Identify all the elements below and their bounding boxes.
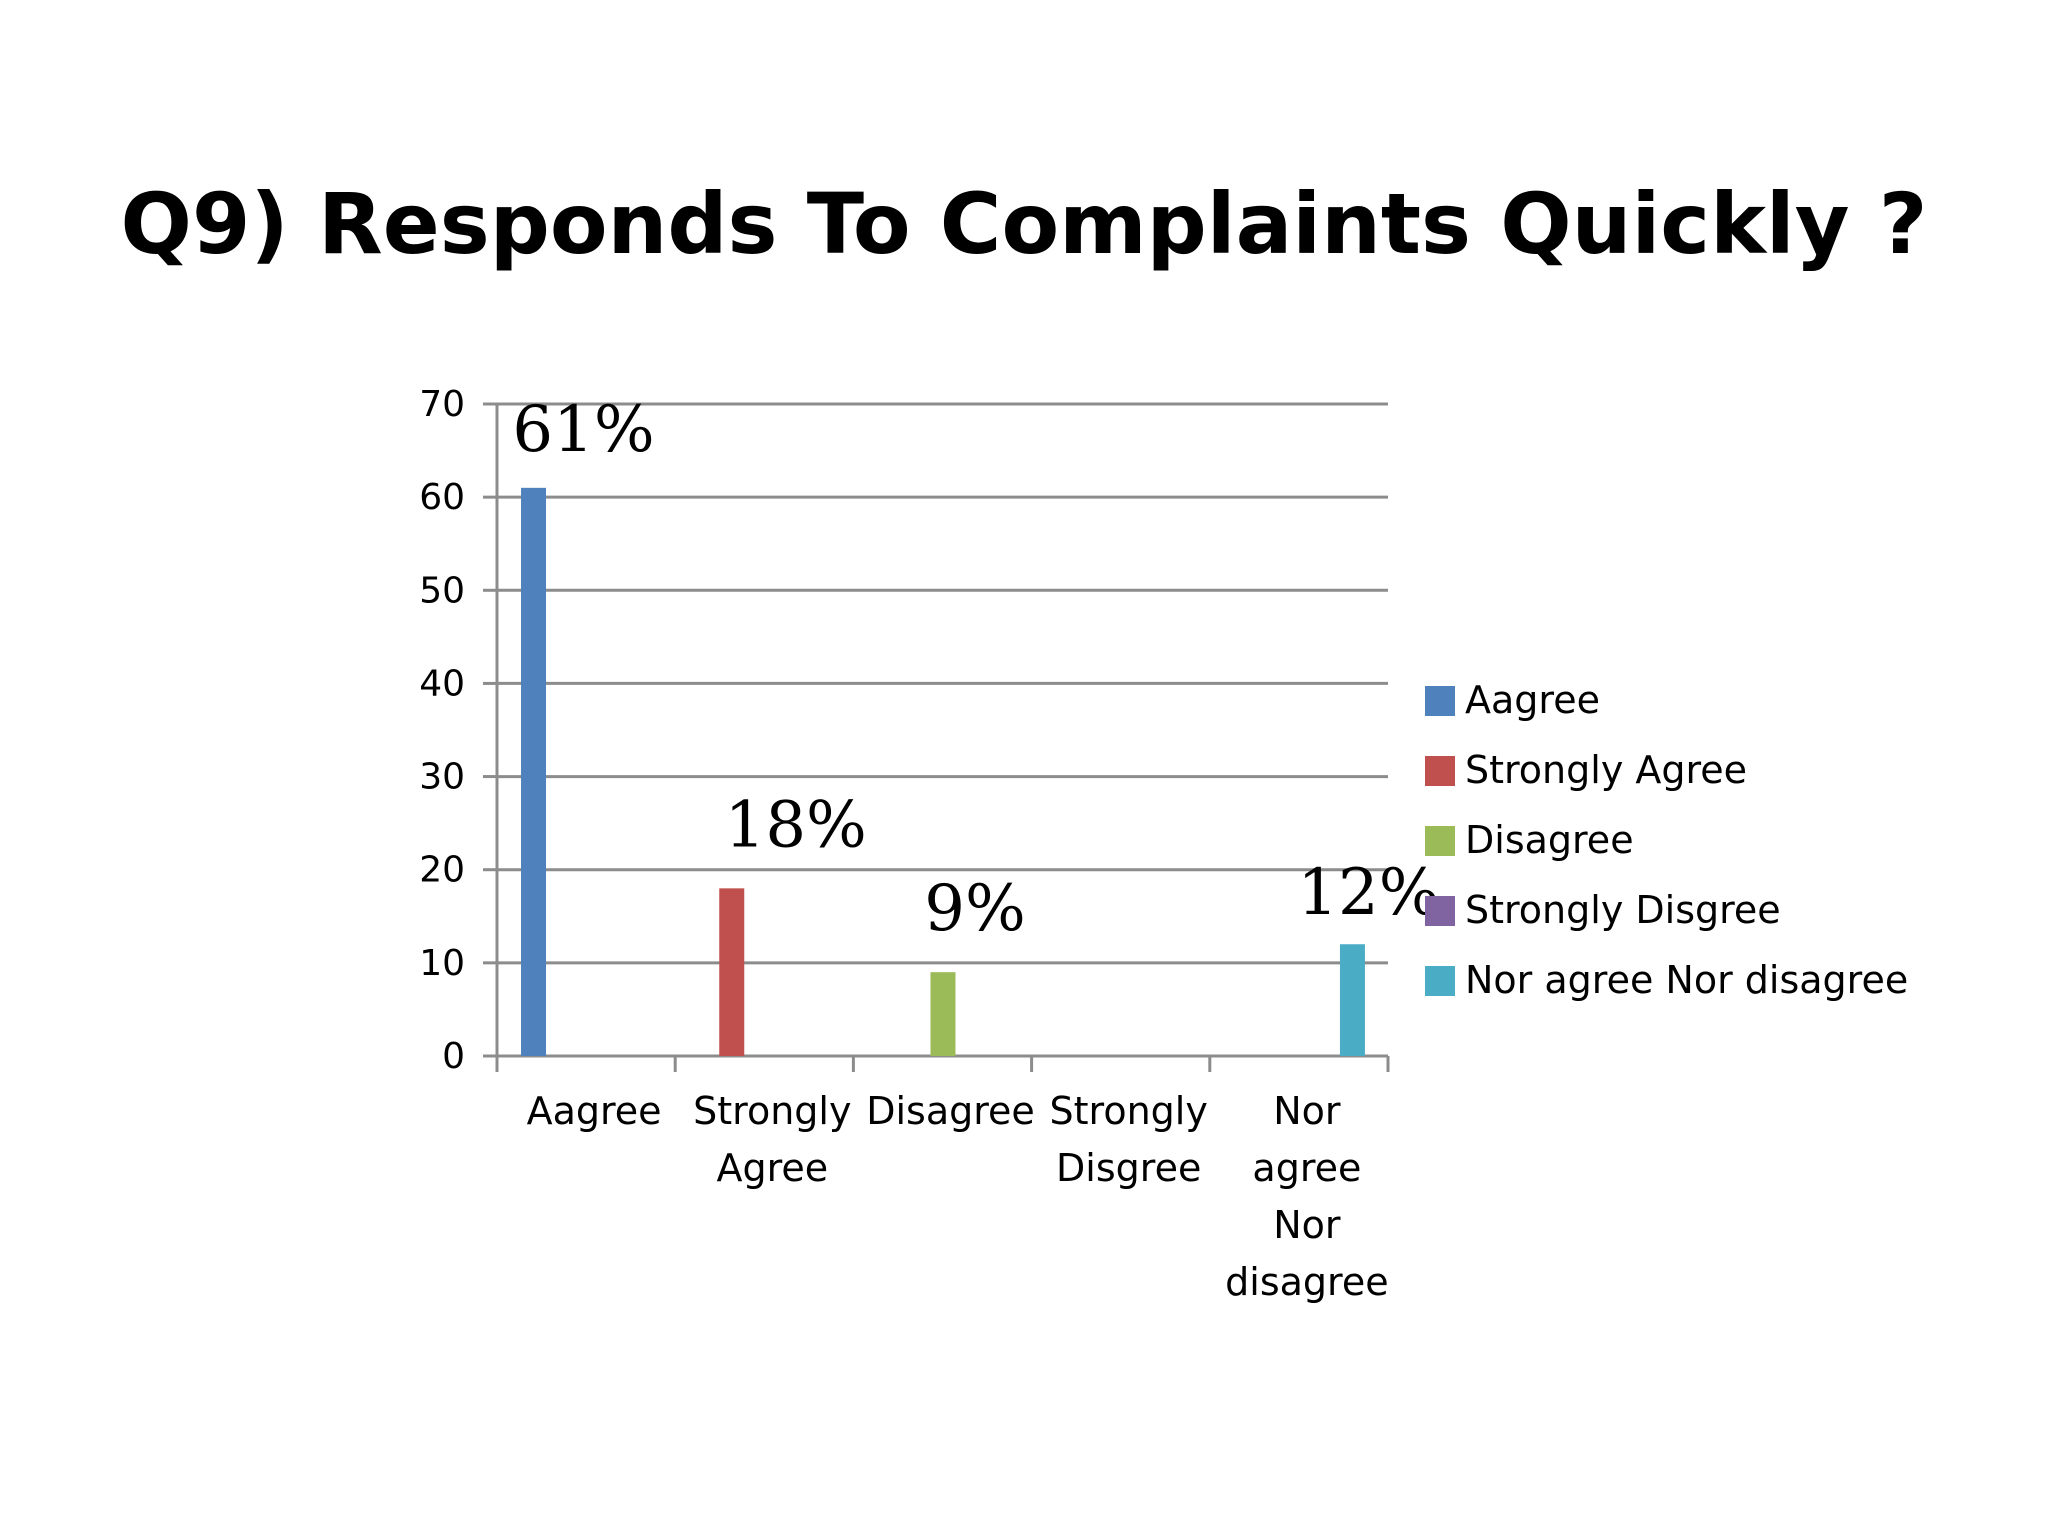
x-tick-label: disagree (1225, 1260, 1388, 1304)
x-tick-label: Nor (1273, 1203, 1341, 1247)
data-label: 12% (1297, 856, 1439, 930)
y-tick-label: 10 (419, 943, 465, 984)
y-tick-label: 70 (419, 384, 465, 425)
x-tick-label: agree (1252, 1146, 1361, 1190)
legend-label: Strongly Agree (1465, 748, 1747, 792)
y-tick-label: 0 (442, 1036, 465, 1077)
legend-label: Disagree (1465, 818, 1634, 862)
x-tick-label: Strongly (1050, 1089, 1208, 1133)
y-tick-label: 20 (419, 850, 465, 891)
y-tick-label: 60 (419, 477, 465, 518)
legend-swatch (1425, 826, 1455, 856)
legend-swatch (1425, 966, 1455, 996)
gridlines (497, 402, 1388, 965)
bar (521, 487, 547, 1056)
y-tick-label: 40 (419, 663, 465, 704)
x-tick-label: Strongly (693, 1089, 851, 1133)
legend-swatch (1425, 686, 1455, 716)
data-labels: 61% 18% 9% 12% (512, 393, 1439, 946)
x-tick-label: Agree (716, 1146, 828, 1190)
legend-swatch (1425, 896, 1455, 926)
x-tick-label: Nor (1273, 1089, 1341, 1133)
data-label: 61% (512, 393, 654, 467)
data-label: 9% (924, 872, 1026, 946)
slide-title: Q9) Responds To Complaints Quickly ? (120, 175, 1928, 273)
bar (1339, 944, 1365, 1056)
data-label: 18% (725, 788, 867, 862)
bar (930, 972, 956, 1056)
legend-label: Aagree (1465, 678, 1600, 722)
axes: 0 10 20 30 40 50 60 70 Aagree Strongly Agree Disagr… (419, 384, 1390, 1304)
bars (521, 487, 1365, 1056)
legend-swatch (1425, 756, 1455, 786)
x-tick-label: Disgree (1056, 1146, 1201, 1190)
y-tick-label: 50 (419, 570, 465, 611)
legend: Aagree Strongly Agree Disagree Strongly Dis… (1425, 678, 1908, 1002)
x-tick-label: Disagree (866, 1089, 1035, 1133)
legend-label: Strongly Disgree (1465, 888, 1781, 932)
x-tick-label: Aagree (527, 1089, 662, 1133)
legend-label: Nor agree Nor disagree (1465, 958, 1908, 1002)
bar (719, 888, 745, 1056)
y-tick-label: 30 (419, 757, 465, 798)
